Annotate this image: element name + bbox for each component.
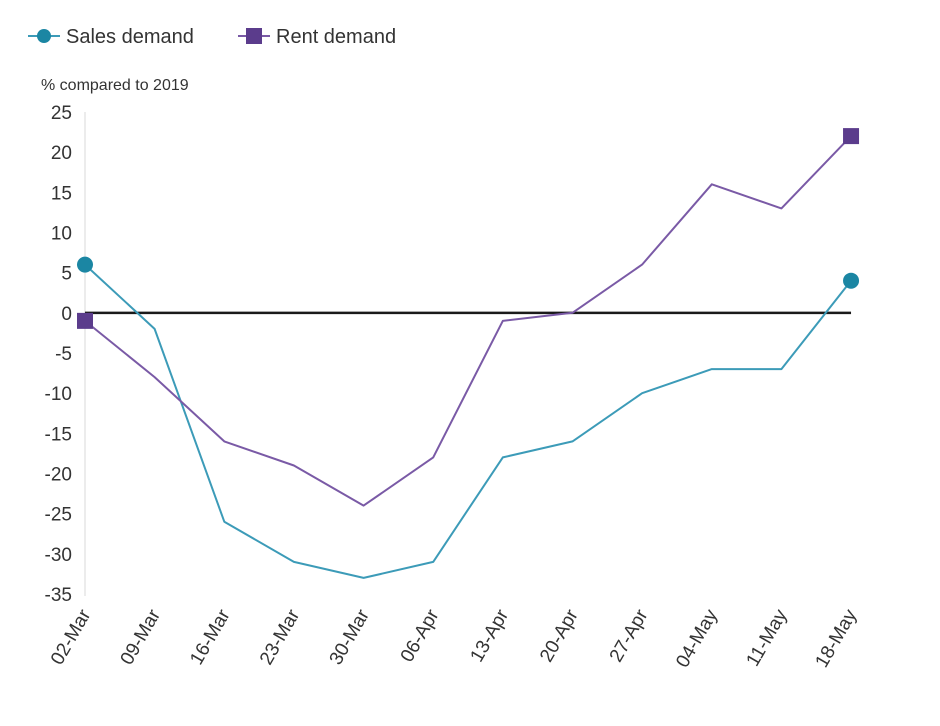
y-tick-label: 20 — [51, 143, 72, 164]
y-tick-label: -35 — [45, 585, 72, 606]
y-tick-label: 15 — [51, 183, 72, 204]
legend-sales-label: Sales demand — [66, 26, 194, 48]
rent-demand-line — [84, 135, 852, 507]
sales-demand-marker — [77, 256, 93, 273]
x-tick-label: 13-Apr — [466, 605, 513, 665]
x-tick-label: 02-Mar — [47, 605, 96, 668]
x-tick-label: 18-May — [812, 606, 862, 672]
x-tick-label: 16-Mar — [186, 605, 235, 668]
y-tick-label: 10 — [51, 224, 72, 245]
y-tick-label: -30 — [45, 545, 72, 566]
sales-demand-marker — [843, 272, 860, 289]
y-axis-ticks: 25 20 15 10 5 0 -5 -10 -15 -20 -25 -30 -35 — [45, 103, 72, 606]
legend-item-sales: Sales demand — [28, 26, 194, 48]
x-tick-label: 20-Apr — [536, 605, 583, 665]
x-tick-label: 09-Mar — [117, 605, 166, 668]
legend-sales-marker — [37, 29, 51, 43]
rent-demand-marker — [77, 312, 93, 329]
legend-rent-label: Rent demand — [276, 26, 396, 48]
y-tick-label: 25 — [51, 103, 72, 124]
y-tick-label: -15 — [45, 424, 72, 445]
sales-demand-line — [84, 263, 852, 579]
x-axis-ticks: 02-Mar 09-Mar 16-Mar 23-Mar 30-Mar 06-Apr 13-A… — [47, 605, 862, 671]
x-tick-label: 06-Apr — [397, 605, 444, 665]
y-tick-label: -25 — [45, 505, 72, 526]
x-tick-label: 27-Apr — [606, 605, 653, 665]
y-tick-label: 5 — [61, 264, 72, 285]
rent-demand-marker — [843, 128, 860, 145]
x-tick-label: 04-May — [672, 606, 722, 672]
y-axis-unit-label: % compared to 2019 — [41, 77, 189, 94]
y-tick-label: -10 — [45, 384, 72, 405]
x-tick-label: 23-Mar — [256, 605, 305, 668]
legend-rent-marker — [246, 28, 262, 44]
y-tick-label: -5 — [55, 344, 72, 365]
series-layer — [77, 128, 860, 579]
legend-item-rent: Rent demand — [238, 26, 396, 48]
y-tick-label: 0 — [61, 304, 72, 325]
y-tick-label: -20 — [45, 465, 72, 486]
x-tick-label: 30-Mar — [326, 605, 375, 668]
x-tick-label: 11-May — [743, 606, 792, 671]
legend: Sales demand Rent demand — [28, 26, 396, 48]
